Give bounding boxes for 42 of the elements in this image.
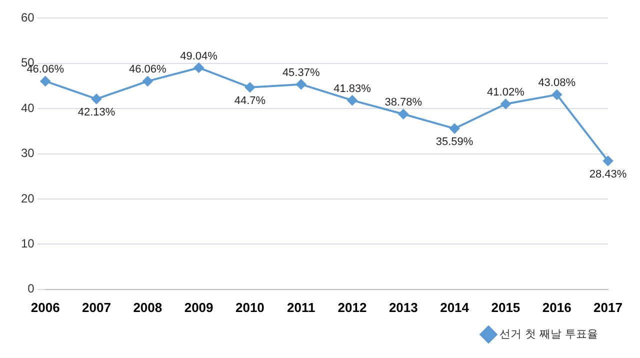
y-tick-label: 0	[28, 282, 35, 296]
x-tick-label: 2016	[542, 300, 572, 315]
x-tick-label: 2012	[338, 300, 367, 315]
data-label: 43.08%	[538, 77, 576, 90]
data-label: 35.59%	[436, 136, 474, 148]
x-tick-label: 2010	[235, 300, 264, 315]
x-tick-label: 2009	[184, 300, 214, 315]
point	[347, 95, 358, 106]
point	[296, 79, 306, 90]
x-tick-label: 2014	[440, 300, 470, 315]
y-tick-label: 10	[20, 236, 35, 251]
x-tick-label: 2006	[30, 300, 60, 315]
point	[603, 156, 613, 166]
point	[40, 76, 50, 86]
data-label: 49.04%	[180, 50, 218, 62]
legend-label: 선거 첫 째날 투표율	[500, 327, 598, 340]
x-tick-label: 2017	[594, 300, 622, 315]
point	[500, 98, 511, 109]
point	[244, 82, 255, 92]
data-label: 41.83%	[334, 82, 372, 95]
x-tick-label: 2015	[491, 300, 520, 315]
point	[398, 109, 408, 120]
point	[450, 124, 460, 134]
data-label: 45.37%	[282, 66, 320, 79]
point	[552, 90, 562, 100]
x-tick-label: 2007	[82, 300, 111, 315]
data-label: 44.7%	[234, 94, 266, 107]
data-label: 41.02%	[487, 86, 525, 99]
point	[92, 94, 102, 104]
point	[142, 76, 153, 86]
x-tick-label: 2013	[388, 300, 418, 315]
y-tick-label: 20	[20, 191, 35, 206]
y-tick-label: 40	[20, 100, 35, 115]
x-tick-label: 2008	[133, 300, 162, 315]
y-tick-label: 60	[20, 10, 35, 25]
data-label: 38.78%	[384, 96, 422, 109]
point	[194, 62, 204, 73]
data-label: 28.43%	[589, 168, 627, 180]
x-tick-label: 2011	[286, 300, 316, 315]
data-label: 46.06%	[128, 64, 167, 76]
y-tick-label: 30	[20, 146, 35, 160]
data-label: 42.13%	[78, 106, 116, 119]
